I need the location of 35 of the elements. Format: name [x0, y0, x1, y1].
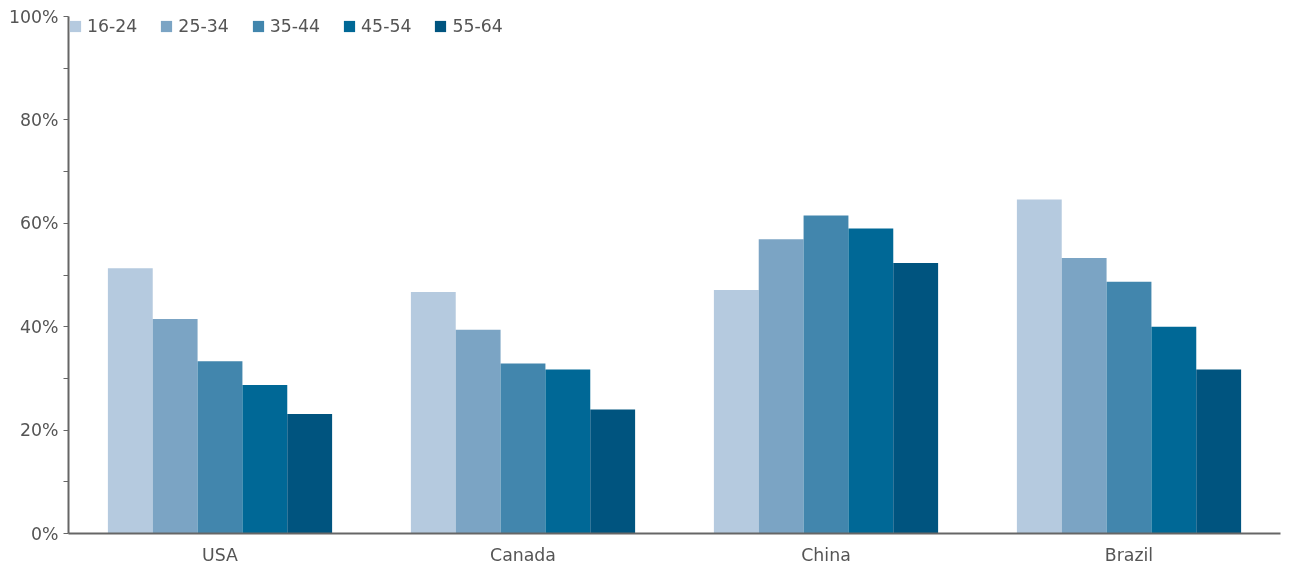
bar [1061, 257, 1107, 534]
bar [107, 268, 153, 534]
x-tick-label: China [801, 544, 851, 565]
y-tick-label: 100% [8, 6, 59, 27]
legend-label: 16-24 [87, 16, 138, 36]
y-tick-label: 60% [19, 213, 59, 234]
legend-label: 25-34 [178, 16, 229, 36]
bar [758, 239, 804, 534]
bar [545, 369, 591, 534]
bar [848, 228, 894, 534]
bar [410, 292, 456, 534]
bar [1106, 281, 1152, 534]
bar [197, 361, 243, 534]
bar [152, 318, 198, 534]
bar [893, 263, 939, 534]
x-tick-label: Brazil [1104, 544, 1154, 565]
legend-label: 55-64 [452, 16, 503, 36]
x-tick-label: USA [202, 544, 239, 565]
bar [1151, 326, 1197, 534]
legend-label: 35-44 [269, 16, 321, 36]
bar [500, 363, 546, 534]
bar [455, 329, 501, 534]
x-tick-label: Canada [490, 544, 556, 565]
y-tick-label: 0% [31, 523, 59, 544]
bar [590, 409, 636, 534]
y-tick-label: 20% [19, 420, 59, 441]
bar [803, 215, 849, 534]
bar [242, 385, 288, 534]
y-tick-label: 40% [19, 316, 59, 337]
legend-label: 45-54 [361, 16, 412, 36]
bar [1016, 199, 1062, 534]
bar [287, 414, 333, 534]
y-tick-label: 80% [19, 109, 59, 130]
bar [1196, 369, 1242, 534]
bar [713, 289, 759, 534]
